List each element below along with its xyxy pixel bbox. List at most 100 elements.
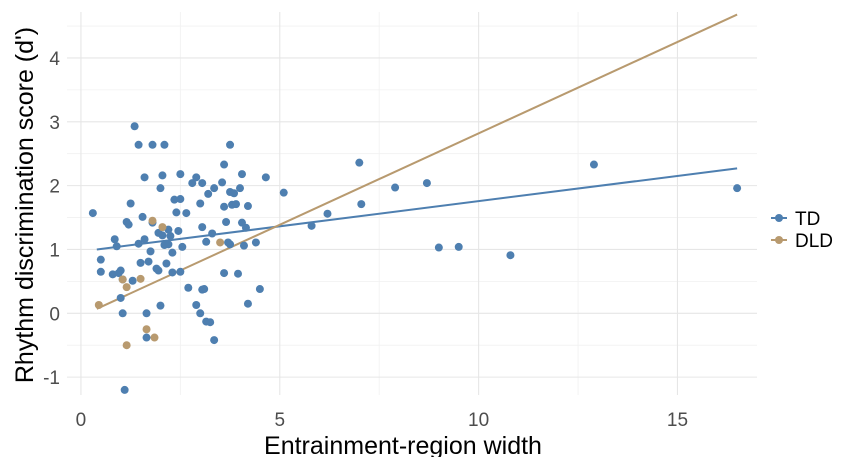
trend-lines — [96, 13, 738, 310]
data-point-td — [355, 158, 364, 167]
data-point-td — [170, 195, 179, 204]
axis-tick-labels: 0 5 10 15 -1 0 1 2 3 4 — [43, 49, 688, 431]
data-point-dld — [158, 223, 167, 232]
data-point-dld — [122, 283, 131, 292]
data-point-td — [202, 237, 211, 246]
legend-key-point-dld — [775, 236, 783, 244]
data-point-td — [232, 200, 241, 209]
data-point-td — [243, 202, 252, 211]
data-point-td — [733, 184, 742, 193]
data-point-td — [234, 269, 243, 278]
data-point-td — [134, 140, 143, 149]
data-point-td — [176, 170, 185, 179]
data-point-td — [130, 122, 139, 131]
data-point-td — [176, 195, 185, 204]
data-point-td — [506, 251, 515, 260]
data-point-td — [108, 270, 117, 279]
data-point-td — [589, 160, 598, 169]
data-point-td — [168, 268, 177, 277]
data-point-td — [160, 140, 169, 149]
y-tick-label: 4 — [49, 49, 60, 70]
x-tick-label: 10 — [468, 410, 489, 431]
data-point-td — [156, 301, 165, 310]
legend-label-dld: DLD — [795, 231, 833, 252]
data-point-td — [192, 173, 201, 182]
x-tick-label: 0 — [76, 410, 87, 431]
y-axis-label: Rhythm discrimination score (d') — [11, 27, 39, 383]
data-point-td — [118, 309, 127, 318]
data-point-td — [178, 242, 187, 251]
data-point-td — [237, 170, 246, 179]
data-point-td — [148, 140, 157, 149]
x-axis-label: Entrainment-region width — [264, 432, 542, 457]
data-point-td — [434, 243, 443, 252]
data-point-td — [323, 209, 332, 218]
grid-lines — [67, 12, 757, 395]
data-point-td — [243, 299, 252, 308]
data-point-td — [226, 140, 235, 149]
data-point-dld — [150, 333, 159, 342]
y-tick-label: 2 — [49, 177, 60, 198]
data-points — [88, 122, 742, 394]
data-point-td — [222, 218, 231, 227]
data-point-td — [164, 240, 173, 249]
data-point-td — [158, 231, 167, 240]
data-point-td — [210, 336, 219, 345]
data-point-td — [307, 221, 316, 230]
data-point-td — [261, 173, 270, 182]
data-point-td — [226, 240, 235, 249]
data-point-td — [422, 179, 431, 188]
y-tick-label: 1 — [49, 240, 60, 261]
data-point-td — [166, 232, 175, 241]
data-point-td — [174, 226, 183, 235]
data-point-td — [279, 188, 288, 197]
data-point-td — [134, 239, 143, 248]
data-point-td — [96, 267, 105, 276]
legend-label-td: TD — [795, 209, 820, 230]
data-point-dld — [94, 300, 103, 309]
y-tick-label: 0 — [49, 304, 60, 325]
data-point-td — [239, 241, 248, 250]
data-point-td — [176, 267, 185, 276]
data-point-td — [391, 183, 400, 192]
data-point-td — [136, 258, 145, 267]
data-point-dld — [136, 274, 145, 283]
data-point-td — [188, 179, 197, 188]
data-point-dld — [118, 275, 127, 284]
data-point-td — [120, 385, 129, 394]
data-point-td — [196, 309, 205, 318]
data-point-td — [154, 266, 163, 275]
data-point-dld — [142, 325, 151, 334]
data-point-td — [220, 202, 229, 211]
data-point-td — [230, 189, 239, 198]
data-point-td — [196, 199, 205, 208]
data-point-td — [140, 173, 149, 182]
data-point-td — [88, 209, 97, 218]
data-point-td — [142, 309, 151, 318]
data-point-td — [172, 208, 181, 217]
y-tick-label: 3 — [49, 113, 60, 134]
data-point-td — [138, 212, 147, 221]
data-point-td — [204, 189, 213, 198]
data-point-td — [156, 184, 165, 193]
data-point-td — [220, 269, 229, 278]
data-point-td — [140, 235, 149, 244]
data-point-td — [142, 333, 151, 342]
data-point-td — [210, 184, 219, 193]
data-point-td — [128, 276, 137, 285]
legend-key-point-td — [775, 214, 783, 222]
data-point-td — [206, 318, 215, 327]
data-point-td — [126, 199, 135, 208]
data-point-td — [182, 209, 191, 218]
data-point-td — [241, 223, 250, 232]
x-tick-label: 5 — [274, 410, 285, 431]
data-point-td — [146, 247, 155, 256]
trend-line-dld — [96, 13, 738, 310]
y-tick-label: -1 — [43, 368, 60, 389]
data-point-dld — [122, 341, 131, 350]
data-point-td — [184, 283, 193, 292]
data-point-dld — [148, 216, 157, 225]
